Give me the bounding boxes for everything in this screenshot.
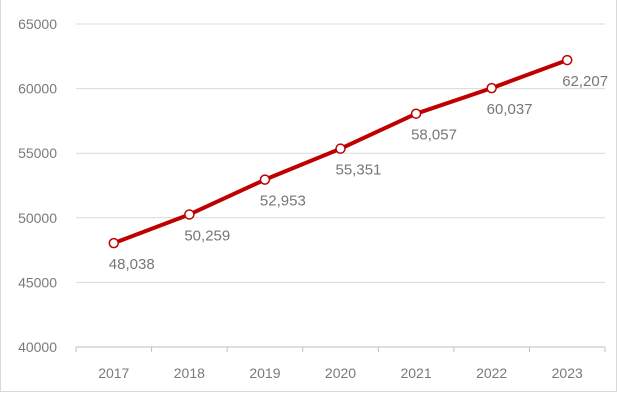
data-label-2022: 60,037 bbox=[487, 101, 533, 118]
y-tick-label-50000: 50000 bbox=[18, 210, 57, 226]
data-point-2022 bbox=[486, 82, 497, 94]
data-point-2017 bbox=[108, 237, 120, 249]
x-tick-label-2019: 2019 bbox=[249, 365, 280, 381]
x-tick-label-2023: 2023 bbox=[552, 365, 583, 381]
data-point-2018 bbox=[184, 209, 195, 220]
data-label-2019: 52,953 bbox=[260, 193, 306, 210]
data-label-2020: 55,351 bbox=[336, 162, 382, 179]
x-tick-label-2018: 2018 bbox=[174, 365, 205, 381]
data-label-2023: 62,207 bbox=[562, 73, 608, 90]
y-tick-label-60000: 60000 bbox=[18, 81, 57, 97]
data-point-2021 bbox=[410, 108, 422, 119]
y-tick-label-55000: 55000 bbox=[18, 145, 57, 161]
y-tick-label-65000: 65000 bbox=[18, 16, 57, 32]
x-tick-label-2022: 2022 bbox=[476, 365, 507, 381]
data-point-2020 bbox=[335, 143, 346, 154]
data-label-2017: 48,038 bbox=[109, 256, 155, 273]
x-tick-label-2020: 2020 bbox=[325, 365, 356, 381]
x-tick-label-2017: 2017 bbox=[98, 365, 129, 381]
x-tick-label-2021: 2021 bbox=[400, 365, 431, 381]
y-tick-label-40000: 40000 bbox=[18, 339, 57, 355]
data-point-2019 bbox=[259, 174, 271, 185]
data-point-2023 bbox=[561, 54, 573, 66]
data-label-2021: 58,057 bbox=[411, 127, 457, 144]
data-label-2018: 50,259 bbox=[184, 227, 230, 244]
y-tick-label-45000: 45000 bbox=[18, 274, 57, 290]
